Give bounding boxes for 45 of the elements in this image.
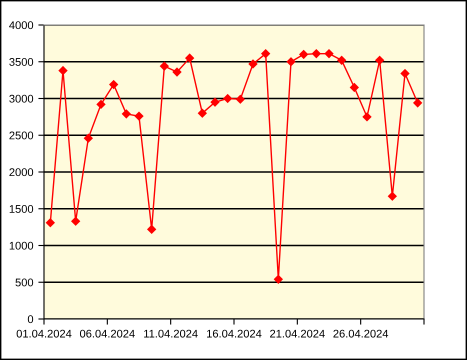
y-tick-label: 3500 xyxy=(9,58,34,66)
point xyxy=(147,224,156,234)
y-tick-label: 2500 xyxy=(9,132,34,140)
point xyxy=(261,49,270,58)
point xyxy=(185,54,194,63)
point xyxy=(375,56,384,65)
x-tick-label: 16.04.2024 xyxy=(207,330,262,338)
point xyxy=(248,60,258,68)
y-tick-label: 3000 xyxy=(9,94,34,103)
point xyxy=(71,216,80,226)
x-tick-label: 06.04.2024 xyxy=(80,330,135,338)
point xyxy=(198,108,207,118)
point xyxy=(312,49,321,58)
point xyxy=(400,69,410,78)
point xyxy=(210,98,220,107)
y-tick-label: 4000 xyxy=(9,21,34,30)
point xyxy=(134,112,144,121)
point xyxy=(172,68,182,76)
point xyxy=(236,94,245,104)
point xyxy=(160,62,169,71)
x-tick-label: 11.04.2024 xyxy=(144,330,198,338)
y-tick-label: 2000 xyxy=(9,168,34,176)
point xyxy=(337,56,346,65)
point xyxy=(413,98,422,108)
point xyxy=(122,109,131,118)
point xyxy=(299,50,308,59)
point xyxy=(96,100,106,109)
point xyxy=(84,134,93,143)
y-tick-label: 1500 xyxy=(10,205,34,213)
point xyxy=(324,49,334,58)
point xyxy=(274,274,283,284)
x-tick-label: 01.04.2024 xyxy=(16,330,72,338)
point xyxy=(350,83,359,92)
point xyxy=(223,94,232,103)
point xyxy=(362,112,372,122)
point xyxy=(286,57,296,66)
point xyxy=(46,218,55,228)
y-tick-label: 1000 xyxy=(10,242,34,250)
y-tick-label: 500 xyxy=(15,278,34,286)
y-tick-label: 0 xyxy=(28,315,34,324)
x-tick-label: 26.04.2024 xyxy=(333,330,388,338)
x-tick-label: 21.04.2024 xyxy=(270,330,325,338)
point xyxy=(58,66,68,76)
point xyxy=(109,80,118,89)
point xyxy=(388,192,397,201)
